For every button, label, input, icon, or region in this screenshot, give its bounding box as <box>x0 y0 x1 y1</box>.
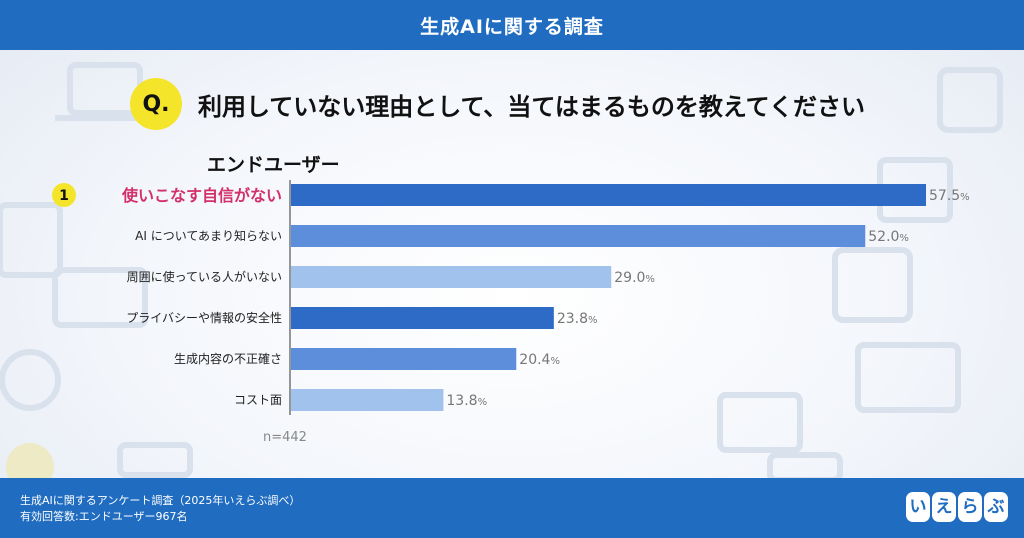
bar <box>291 184 926 206</box>
sample-size-note: n=442 <box>263 430 307 445</box>
logo-char: い <box>906 492 930 522</box>
group-label: エンドユーザー <box>207 154 340 176</box>
footer-bar: 生成AIに関するアンケート調査（2025年いえらぶ調べ） 有効回答数:エンドユー… <box>0 478 1024 538</box>
cloud-icon <box>937 67 1003 133</box>
value-label: 23.8% <box>557 311 598 327</box>
bar <box>291 266 612 288</box>
value-label: 57.5% <box>929 188 970 204</box>
bar <box>291 307 554 329</box>
category-label: 周囲に使っている人がいない <box>127 269 282 284</box>
value-unit: % <box>550 356 560 367</box>
value-label: 13.8% <box>446 393 487 409</box>
logo-char: ぶ <box>984 492 1008 522</box>
value-unit: % <box>960 192 970 203</box>
header-bar: 生成AIに関する調査 <box>0 0 1024 50</box>
video-icon <box>855 342 961 413</box>
bar <box>291 348 517 370</box>
robot-icon <box>0 349 61 411</box>
value-unit: % <box>899 233 909 244</box>
brand-logo: い え ら ぶ <box>906 490 1008 524</box>
category-label: 使いこなす自信がない <box>121 186 282 205</box>
question-text: 利用していない理由として、当てはまるものを教えてください <box>198 92 865 121</box>
header-title: 生成AIに関する調査 <box>420 15 604 38</box>
logo-char: え <box>932 492 956 522</box>
logo-char: ら <box>958 492 982 522</box>
laptop-icon <box>717 392 803 453</box>
value-unit: % <box>478 397 488 408</box>
rank-badge <box>52 183 76 207</box>
bar <box>291 225 866 247</box>
category-label: コスト面 <box>234 393 282 407</box>
money-icon <box>52 267 148 328</box>
value-label: 29.0% <box>614 270 655 286</box>
printer-icon <box>117 442 193 478</box>
value-unit: % <box>645 274 655 285</box>
footer-respondents-line: 有効回答数:エンドユーザー967名 <box>20 510 188 523</box>
calendar-icon <box>832 247 913 323</box>
category-label: プライバシーや情報の安全性 <box>126 310 282 325</box>
footer-source-line: 生成AIに関するアンケート調査（2025年いえらぶ調べ） <box>20 494 301 507</box>
bar <box>291 389 444 411</box>
value-unit: % <box>588 315 598 326</box>
category-label: AI についてあまり知らない <box>135 229 282 243</box>
question-row: Q. 利用していない理由として、当てはまるものを教えてください <box>130 78 865 130</box>
value-label: 52.0% <box>868 229 909 245</box>
category-label: 生成内容の不正確さ <box>174 351 282 366</box>
rank-badge-label: 1 <box>59 188 69 204</box>
document-icon <box>0 202 63 278</box>
question-badge: Q. <box>130 78 182 130</box>
value-label: 20.4% <box>519 352 560 368</box>
footer-note: 生成AIに関するアンケート調査（2025年いえらぶ調べ） 有効回答数:エンドユー… <box>20 493 300 525</box>
